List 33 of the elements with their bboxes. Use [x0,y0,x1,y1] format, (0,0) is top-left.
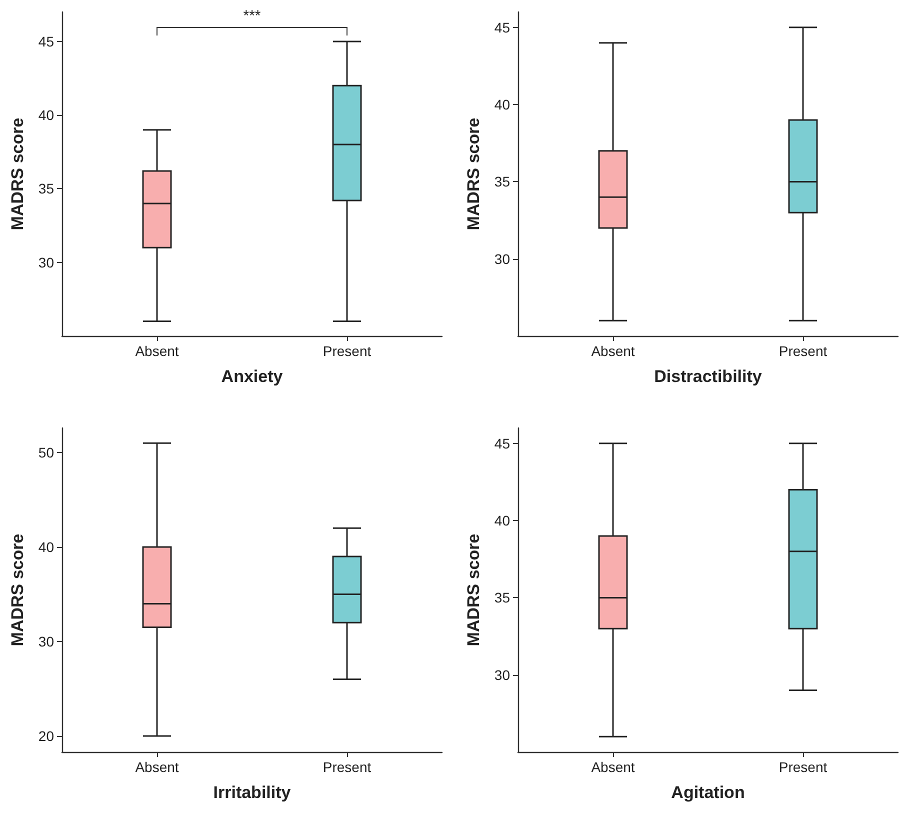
y-tick-label: 30 [494,666,510,683]
x-tick-label: Present [322,759,372,775]
x-axis-title: Irritability [213,783,292,802]
x-tick-label: Absent [591,759,635,775]
x-tick-label: Absent [135,759,179,775]
y-tick-label: 50 [38,444,54,461]
y-tick-label: 45 [38,33,54,50]
y-tick-label: 40 [38,539,54,556]
y-tick-label: 40 [38,107,54,124]
y-axis-title: MADRS score [8,118,27,230]
y-tick-label: 30 [38,633,54,650]
x-axis-title: Agitation [671,783,745,802]
y-tick-label: 20 [38,728,54,744]
y-tick-label: 45 [494,19,510,36]
y-tick-label: 45 [494,435,510,452]
y-axis-title: MADRS score [464,118,483,230]
y-axis-title: MADRS score [464,534,483,646]
x-tick-label: Present [322,343,372,359]
x-tick-label: Absent [591,343,635,359]
x-axis-title: Anxiety [221,367,284,386]
x-tick-label: Present [778,759,828,775]
y-tick-label: 35 [494,174,510,190]
y-axis-title: MADRS score [8,534,27,646]
y-tick-label: 40 [494,96,510,113]
annotation: *** [243,7,261,24]
y-tick-label: 35 [494,590,510,606]
x-axis-title: Distractibility [654,367,762,386]
y-tick-label: 35 [38,180,54,197]
x-tick-label: Absent [135,343,179,359]
y-tick-label: 30 [494,250,510,267]
x-tick-label: Present [778,343,828,359]
y-tick-label: 30 [38,254,54,270]
y-tick-label: 40 [494,512,510,529]
